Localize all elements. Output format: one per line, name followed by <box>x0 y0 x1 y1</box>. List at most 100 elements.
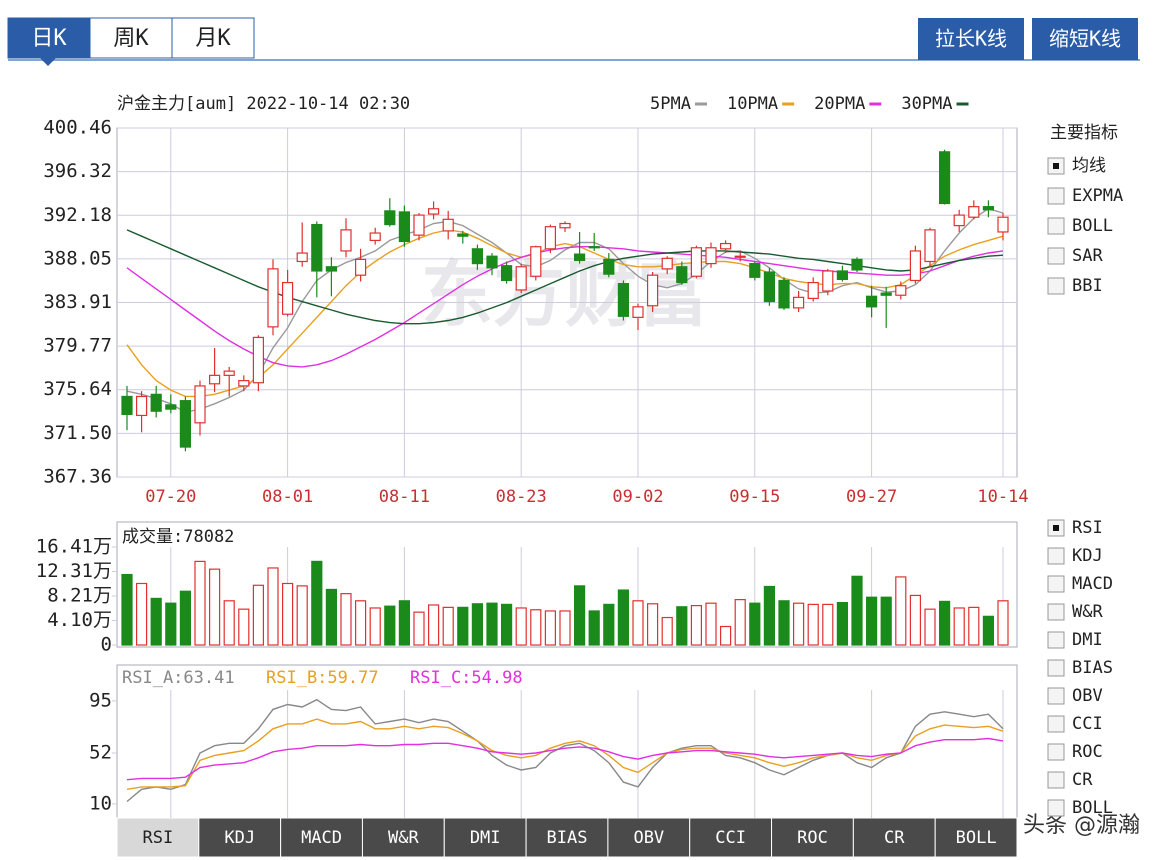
bottom-tab[interactable] <box>771 817 854 858</box>
indicator-option[interactable]: BOLL <box>1072 798 1113 818</box>
x-tick-label: 08-11 <box>379 487 430 507</box>
indicator-option[interactable]: KDJ <box>1072 546 1103 566</box>
bottom-tab[interactable] <box>198 817 282 858</box>
bottom-tab-label[interactable]: DMI <box>470 828 501 848</box>
volume-bar <box>486 602 498 646</box>
bottom-tab-label[interactable]: BOLL <box>956 828 997 848</box>
tab-label[interactable]: 月K <box>195 26 231 51</box>
y-tick-label: 8.21万 <box>47 584 112 606</box>
candle-body <box>778 279 790 309</box>
volume-title: 成交量:78082 <box>122 527 234 547</box>
bottom-tab[interactable] <box>361 817 445 858</box>
checkbox[interactable] <box>1047 187 1065 205</box>
indicator-option[interactable]: OBV <box>1072 686 1103 706</box>
indicator-option[interactable]: 均线 <box>1072 156 1106 176</box>
indicator-option[interactable]: RSI <box>1072 518 1103 538</box>
checkbox[interactable] <box>1047 277 1065 295</box>
bottom-tab-label[interactable]: BIAS <box>547 828 588 848</box>
bottom-tab[interactable] <box>116 817 200 858</box>
checkbox[interactable] <box>1047 247 1065 265</box>
button-label[interactable]: 缩短K线 <box>1049 27 1121 51</box>
candle-body <box>223 370 235 376</box>
bottom-tab-label[interactable]: ROC <box>797 828 828 848</box>
volume-bar <box>749 602 761 646</box>
indicator-option[interactable]: W&R <box>1072 602 1103 622</box>
bottom-tab[interactable] <box>689 817 773 858</box>
indicator-option[interactable]: BOLL <box>1072 216 1113 236</box>
candle-body <box>501 265 513 282</box>
checkbox[interactable] <box>1047 659 1065 677</box>
indicator-option[interactable]: EXPMA <box>1072 186 1123 206</box>
candle-body <box>544 226 557 250</box>
tab[interactable] <box>89 17 173 59</box>
y-tick-label: 12.31万 <box>36 560 112 582</box>
bottom-tab-label[interactable]: KDJ <box>224 828 255 848</box>
volume-bar <box>501 603 513 646</box>
x-tick-label: 07-20 <box>145 487 196 507</box>
indicator-option[interactable]: CR <box>1072 770 1093 790</box>
bottom-tab[interactable] <box>525 817 609 858</box>
legend-label: 5PMA <box>650 94 691 114</box>
candle-body <box>238 380 250 387</box>
bottom-tab[interactable] <box>934 817 1018 858</box>
candle-body <box>705 247 717 265</box>
line-series <box>126 718 1004 790</box>
indicator-option[interactable]: MACD <box>1072 574 1113 594</box>
bottom-tab[interactable] <box>280 817 363 858</box>
volume-bar <box>997 600 1009 646</box>
bottom-tab[interactable] <box>607 817 691 858</box>
bottom-tab-label[interactable]: CR <box>884 828 905 848</box>
checkbox[interactable] <box>1047 603 1065 621</box>
volume-bar <box>413 611 425 646</box>
checkbox[interactable] <box>1047 743 1065 761</box>
candle-body <box>982 206 995 211</box>
checkbox[interactable] <box>1047 575 1065 593</box>
checkbox[interactable] <box>1047 715 1065 733</box>
checkbox[interactable] <box>1047 687 1065 705</box>
volume-bar <box>369 607 381 646</box>
volume-bar <box>588 610 600 646</box>
candle-body <box>734 255 746 258</box>
volume-bar <box>880 596 892 646</box>
indicator-option[interactable]: BIAS <box>1072 658 1113 678</box>
bottom-tab-label[interactable]: MACD <box>301 828 342 848</box>
checkbox[interactable] <box>1047 799 1065 817</box>
candle-body <box>924 229 936 263</box>
checkbox[interactable] <box>1047 771 1065 789</box>
indicator-option[interactable]: SAR <box>1072 246 1103 266</box>
indicator-option[interactable]: CCI <box>1072 714 1103 734</box>
volume-bar <box>968 606 980 646</box>
candle-body <box>573 253 586 262</box>
candle-body <box>792 296 805 309</box>
candle-body <box>311 223 323 272</box>
tab-label[interactable]: 周K <box>113 26 149 51</box>
button[interactable] <box>1032 18 1138 60</box>
button[interactable] <box>918 18 1024 60</box>
checkbox[interactable] <box>1047 631 1065 649</box>
candle-body <box>369 232 381 241</box>
checkbox[interactable] <box>1047 217 1065 235</box>
x-tick-label: 08-23 <box>496 487 547 507</box>
bottom-tab-label[interactable]: W&R <box>388 828 419 848</box>
indicator-option[interactable]: BBI <box>1072 276 1103 296</box>
indicator-option[interactable]: DMI <box>1072 630 1103 650</box>
bottom-tab[interactable] <box>852 817 936 858</box>
volume-bar <box>734 599 746 646</box>
indicator-option[interactable]: ROC <box>1072 742 1103 762</box>
tab-label[interactable]: 日K <box>31 26 67 51</box>
volume-bar <box>646 603 659 646</box>
bottom-tab-label[interactable]: OBV <box>633 828 664 848</box>
volume-bar <box>355 600 367 646</box>
bottom-tab-label[interactable]: RSI <box>143 828 174 848</box>
volume-bar <box>690 604 703 646</box>
candle-body <box>515 266 527 291</box>
candle-body <box>763 271 776 303</box>
bottom-tab-label[interactable]: CCI <box>715 828 746 848</box>
candle-body <box>282 281 294 315</box>
bottom-tab[interactable] <box>443 817 527 858</box>
candle-body <box>807 281 819 299</box>
tab-pointer <box>40 58 56 66</box>
tab[interactable] <box>171 17 255 59</box>
checkbox[interactable] <box>1047 547 1065 565</box>
button-label[interactable]: 拉长K线 <box>935 27 1007 51</box>
